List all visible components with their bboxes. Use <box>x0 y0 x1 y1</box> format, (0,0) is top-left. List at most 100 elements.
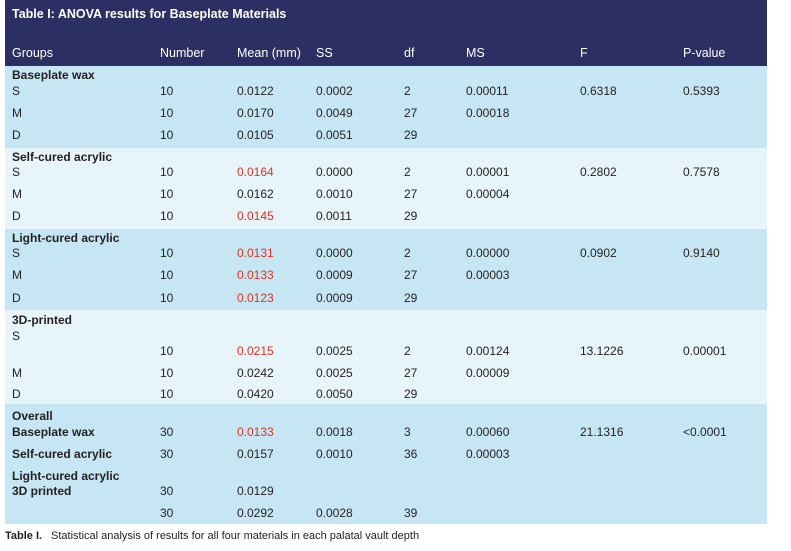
row-label: Self-cured acrylic <box>12 447 113 461</box>
cell: 0.0009 <box>316 291 353 305</box>
row-label: Light-cured acrylic <box>12 469 120 483</box>
cell: 10 <box>160 246 174 260</box>
group-name: Baseplate wax <box>12 68 95 82</box>
cell: 29 <box>404 291 418 305</box>
cell: 0.0162 <box>237 187 274 201</box>
cell: 27 <box>404 268 418 282</box>
cell: 10 <box>160 268 174 282</box>
cell: 0.0420 <box>237 387 274 401</box>
group-name: 3D-printed <box>12 313 72 327</box>
cell: <0.0001 <box>683 425 727 439</box>
cell: 0.00124 <box>466 344 510 358</box>
row-label: 3D printed <box>12 484 72 498</box>
cell: 0.0018 <box>316 425 353 439</box>
column-header: Number <box>160 46 205 60</box>
group-band <box>5 229 767 310</box>
cell: 0.00011 <box>466 84 509 98</box>
cell: 10 <box>160 84 174 98</box>
row-label: D <box>12 387 21 401</box>
group-name: Light-cured acrylic <box>12 231 120 245</box>
column-header: Groups <box>12 46 53 60</box>
cell: 0.0050 <box>316 387 353 401</box>
cell: 0.0051 <box>316 128 353 142</box>
cell: 0.0170 <box>237 106 274 120</box>
cell: 29 <box>404 209 418 223</box>
row-label: M <box>12 187 22 201</box>
cell: 29 <box>404 387 418 401</box>
column-header: Mean (mm) <box>237 46 301 60</box>
row-label: S <box>12 246 21 260</box>
cell: 0.0129 <box>237 484 274 498</box>
cell: 30 <box>160 484 174 498</box>
cell: 0.2802 <box>580 165 617 179</box>
row-label: Baseplate wax <box>12 425 95 439</box>
row-label: M <box>12 106 22 120</box>
row-label: M <box>12 268 22 282</box>
cell: 0.0131 <box>237 246 274 260</box>
cell: 0.00003 <box>466 447 510 461</box>
row-label: S <box>12 329 21 343</box>
cell: 10 <box>160 366 174 380</box>
cell: 0.9140 <box>683 246 720 260</box>
cell: 3 <box>404 425 411 439</box>
cell: 10 <box>160 209 174 223</box>
cell: 0.0010 <box>316 447 353 461</box>
cell: 0.0028 <box>316 506 353 520</box>
cell: 0.0009 <box>316 268 353 282</box>
cell: 0.00018 <box>466 106 510 120</box>
caption-label: Table I. <box>5 530 43 542</box>
group-band <box>5 310 767 404</box>
cell: 10 <box>160 106 174 120</box>
cell: 0.0002 <box>316 84 353 98</box>
row-label: D <box>12 128 21 142</box>
cell: 30 <box>160 425 174 439</box>
cell: 0.0133 <box>237 268 274 282</box>
column-header: MS <box>466 46 485 60</box>
cell: 0.0123 <box>237 291 274 305</box>
column-header: F <box>580 46 588 60</box>
group-band <box>5 404 767 524</box>
cell: 0.0242 <box>237 366 274 380</box>
cell: 0.00060 <box>466 425 510 439</box>
cell: 0.00009 <box>466 366 510 380</box>
cell: 0.0902 <box>580 246 617 260</box>
cell: 2 <box>404 344 411 358</box>
cell: 30 <box>160 447 174 461</box>
cell: 36 <box>404 447 418 461</box>
cell: 10 <box>160 387 174 401</box>
cell: 27 <box>404 187 418 201</box>
cell: 27 <box>404 106 418 120</box>
cell: 0.0145 <box>237 209 274 223</box>
cell: 0.0122 <box>237 84 274 98</box>
row-label: D <box>12 209 21 223</box>
cell: 2 <box>404 84 411 98</box>
column-header: SS <box>316 46 333 60</box>
cell: 0.0157 <box>237 447 274 461</box>
cell: 0.0049 <box>316 106 353 120</box>
cell: 0.00001 <box>683 344 727 358</box>
cell: 10 <box>160 128 174 142</box>
cell: 0.0025 <box>316 366 353 380</box>
row-label: M <box>12 366 22 380</box>
cell: 0.00004 <box>466 187 510 201</box>
cell: 30 <box>160 506 174 520</box>
cell: 27 <box>404 366 418 380</box>
cell: 0.0215 <box>237 344 274 358</box>
cell: 0.0025 <box>316 344 353 358</box>
caption-text: Statistical analysis of results for all … <box>51 530 420 542</box>
row-label: S <box>12 165 21 179</box>
cell: 0.6318 <box>580 84 617 98</box>
cell: 0.0164 <box>237 165 274 179</box>
cell: 0.0105 <box>237 128 274 142</box>
cell: 0.0000 <box>316 165 353 179</box>
cell: 0.00001 <box>466 165 510 179</box>
group-name: Self-cured acrylic <box>12 150 113 164</box>
cell: 13.1226 <box>580 344 624 358</box>
cell: 0.5393 <box>683 84 720 98</box>
cell: 29 <box>404 128 418 142</box>
cell: 10 <box>160 165 174 179</box>
column-header: df <box>404 46 415 60</box>
cell: 0.0010 <box>316 187 353 201</box>
row-label: S <box>12 84 21 98</box>
